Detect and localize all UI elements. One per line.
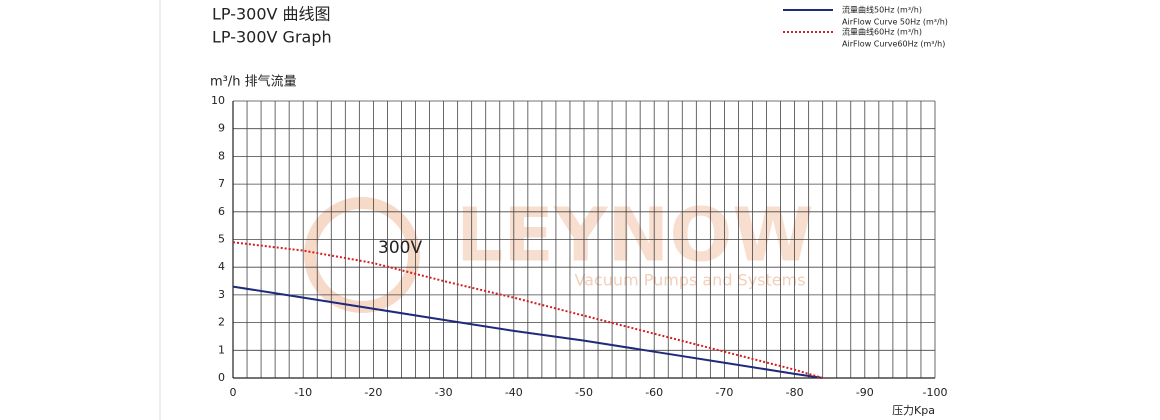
y-tick-label: 2 xyxy=(218,316,225,329)
legend-label-en: AirFlow Curve60Hz (m³/h) xyxy=(842,40,945,49)
watermark-sub: Vacuum Pumps and Systems xyxy=(574,271,805,290)
watermark: LEYNOW xyxy=(456,193,814,279)
legend-label: 流量曲线60Hz (m³/h) xyxy=(842,27,922,37)
series-line xyxy=(232,285,823,379)
y-axis-label: m³/h 排气流量 xyxy=(210,74,297,90)
x-tick-label: -60 xyxy=(645,386,663,399)
y-tick-label: 1 xyxy=(218,343,225,356)
series-line xyxy=(232,241,823,379)
x-tick-label: -20 xyxy=(364,386,382,399)
chart-title: LP-300V 曲线图 xyxy=(212,5,331,24)
y-tick-label: 3 xyxy=(218,288,225,301)
x-tick-label: -100 xyxy=(923,386,948,399)
y-tick-label: 6 xyxy=(218,205,225,218)
x-tick-label: 0 xyxy=(230,386,237,399)
x-tick-label: -70 xyxy=(715,386,733,399)
y-tick-label: 10 xyxy=(211,94,225,107)
x-tick-label: -50 xyxy=(575,386,593,399)
legend-label-en: AirFlow Curve 50Hz (m³/h) xyxy=(842,18,948,27)
x-tick-label: -10 xyxy=(294,386,312,399)
y-tick-label: 7 xyxy=(218,177,225,190)
x-tick-label: -80 xyxy=(786,386,804,399)
y-tick-label: 9 xyxy=(218,122,225,135)
x-tick-label: -30 xyxy=(435,386,453,399)
annotation: 300V xyxy=(378,238,422,258)
y-tick-label: 0 xyxy=(218,371,225,384)
legend-label: 流量曲线50Hz (m³/h) xyxy=(842,5,922,15)
y-tick-label: 8 xyxy=(218,149,225,162)
chart-subtitle: LP-300V Graph xyxy=(212,28,332,47)
x-tick-label: -90 xyxy=(856,386,874,399)
y-tick-label: 4 xyxy=(218,260,225,273)
y-tick-label: 5 xyxy=(218,233,225,246)
x-axis-label: 压力Kpa xyxy=(892,404,935,417)
x-tick-label: -40 xyxy=(505,386,523,399)
